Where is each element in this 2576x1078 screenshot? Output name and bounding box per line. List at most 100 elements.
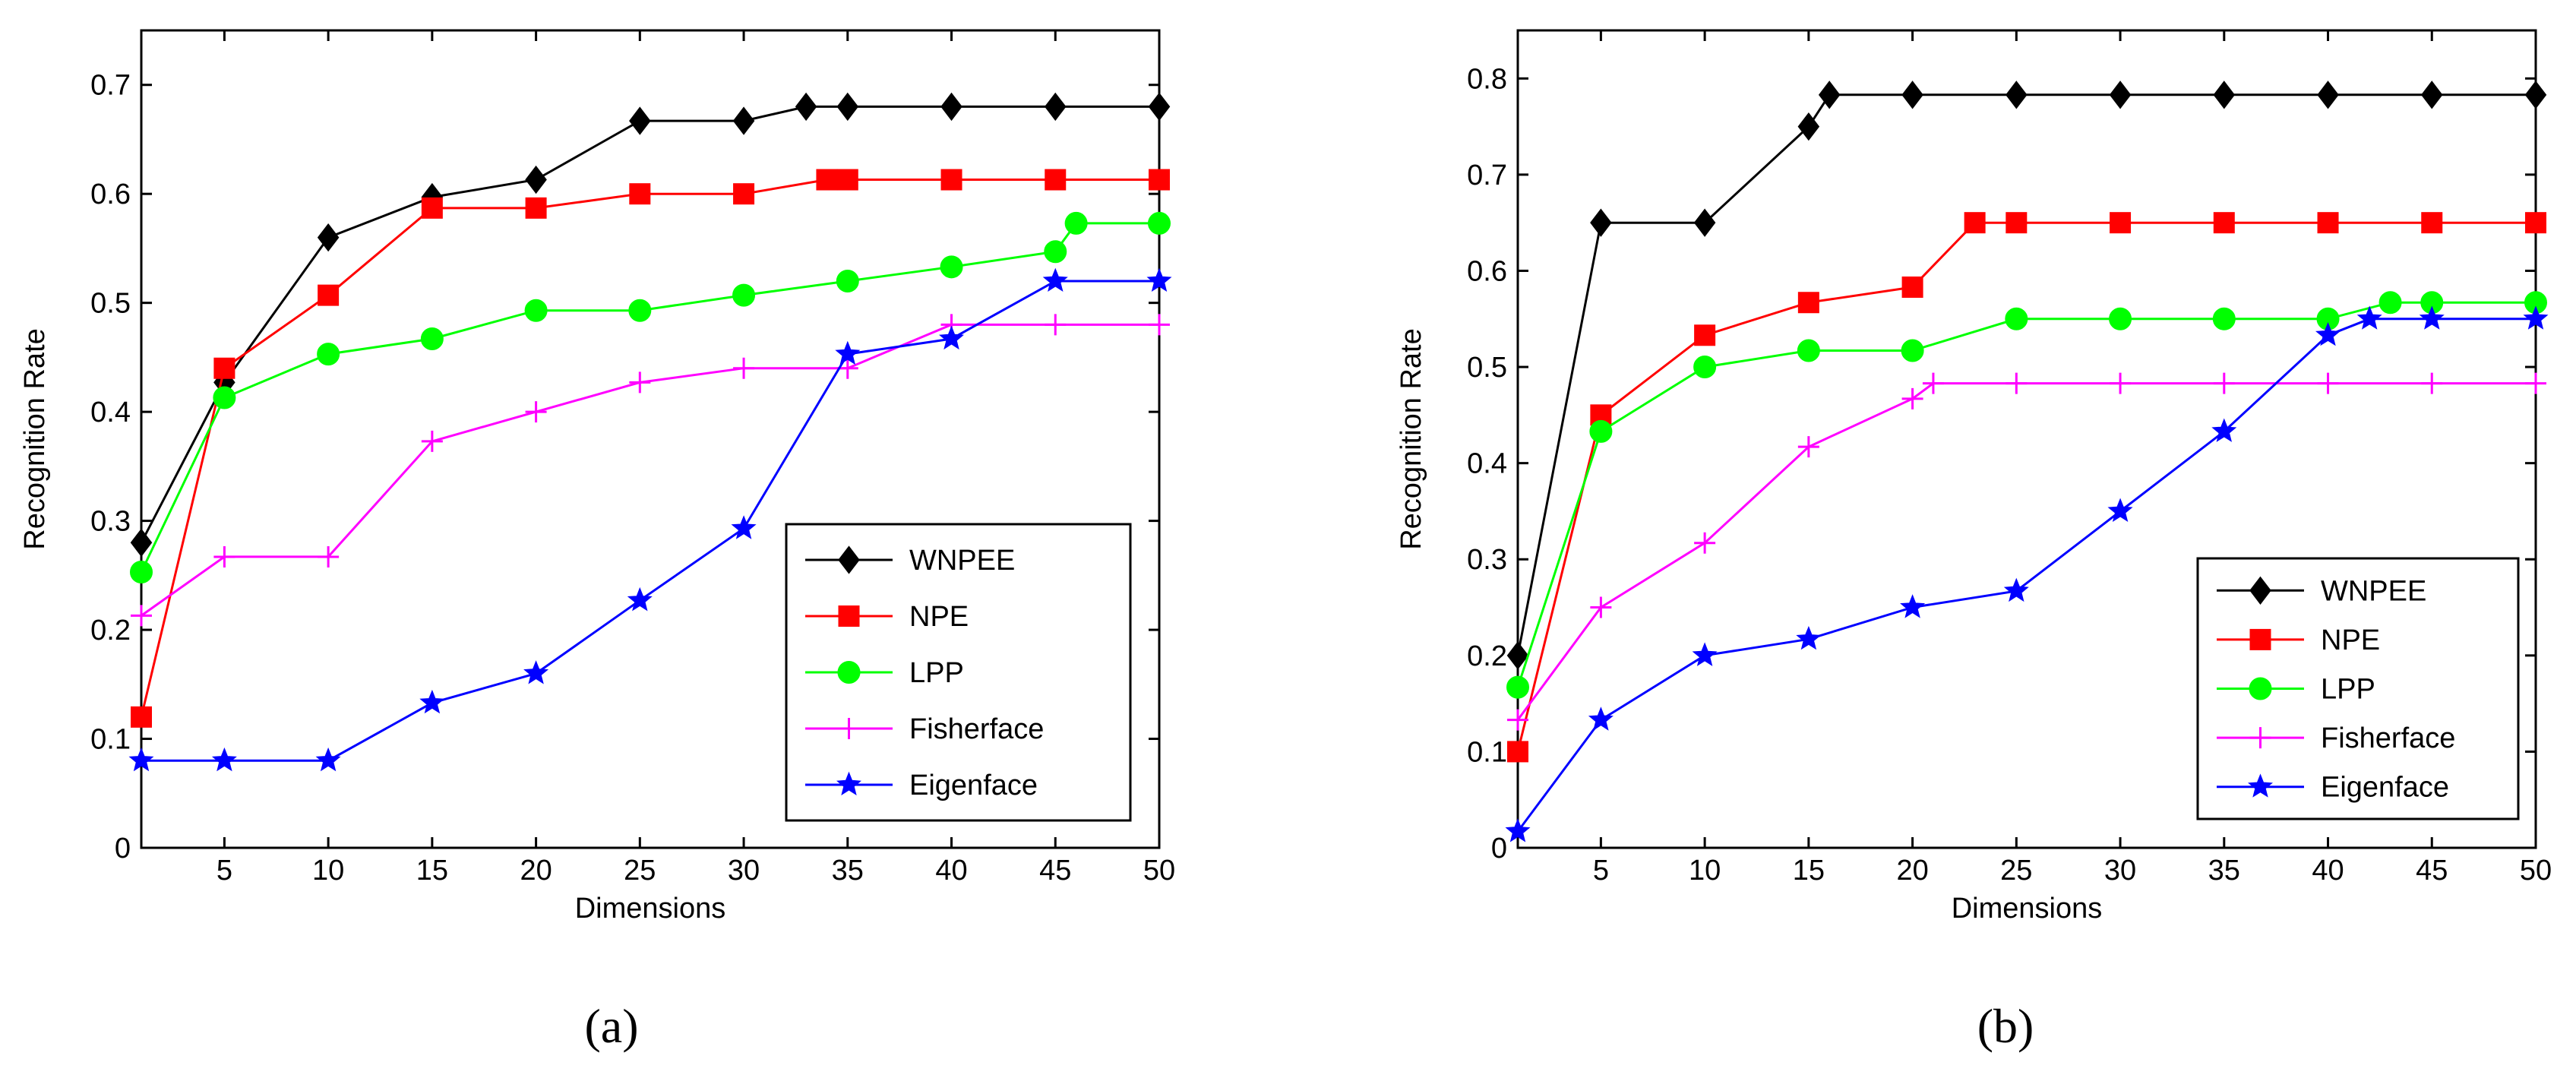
- y-tick-label: 0: [115, 833, 131, 865]
- legend-marker: [837, 661, 861, 684]
- y-tick-label: 0.6: [90, 179, 131, 210]
- x-tick-label: 15: [1793, 855, 1825, 887]
- data-point: [1900, 594, 1926, 618]
- data-point: [2109, 307, 2132, 330]
- data-point: [939, 325, 964, 350]
- data-point: [1797, 112, 1820, 141]
- series-line: [1516, 93, 2536, 656]
- y-tick-label: 0.8: [1467, 63, 1507, 95]
- data-point: [1506, 641, 1529, 670]
- data-point: [131, 605, 152, 627]
- data-point: [525, 165, 547, 194]
- data-point: [2421, 81, 2443, 109]
- x-tick-label: 20: [1896, 855, 1928, 887]
- data-point: [836, 269, 859, 292]
- data-point: [318, 545, 340, 567]
- x-tick-label: 50: [2520, 855, 2552, 887]
- data-point: [421, 430, 443, 452]
- data-point: [1964, 212, 1986, 234]
- data-point: [2110, 372, 2132, 394]
- x-tick-label: 10: [1689, 855, 1721, 887]
- data-point: [211, 747, 237, 772]
- data-point: [1797, 292, 1819, 314]
- data-point: [836, 92, 859, 122]
- data-point: [525, 401, 547, 423]
- data-point: [1044, 240, 1067, 264]
- data-point: [1694, 532, 1716, 554]
- x-tick-label: 25: [2000, 855, 2032, 887]
- legend-marker: [2249, 628, 2271, 650]
- data-point: [130, 561, 153, 584]
- data-point: [2211, 418, 2237, 442]
- series-line: [140, 105, 1159, 543]
- data-point: [2525, 212, 2546, 234]
- data-point: [128, 747, 154, 772]
- data-point: [1148, 92, 1171, 122]
- x-tick-label: 30: [2104, 855, 2136, 887]
- data-point: [629, 106, 651, 135]
- x-tick-label: 45: [1039, 855, 1071, 887]
- x-tick-label: 25: [624, 855, 656, 887]
- x-tick-label: 40: [935, 855, 967, 887]
- legend-label: Fisherface: [2321, 722, 2455, 754]
- data-point: [2378, 291, 2402, 315]
- y-tick-label: 0.2: [90, 615, 131, 646]
- x-tick-label: 45: [2416, 855, 2448, 887]
- data-point: [1149, 169, 1170, 191]
- data-point: [795, 92, 817, 122]
- x-tick-label: 5: [217, 855, 232, 887]
- data-point: [1693, 356, 1717, 379]
- data-point: [1692, 642, 1718, 666]
- series-wnpee: [1506, 81, 2547, 670]
- data-point: [1901, 81, 1923, 109]
- y-tick-label: 0.4: [90, 397, 131, 428]
- x-tick-label: 40: [2312, 855, 2344, 887]
- data-point: [2317, 212, 2339, 234]
- data-point: [213, 357, 235, 379]
- legend-label: NPE: [909, 601, 969, 633]
- x-axis-label: Dimensions: [1952, 893, 2103, 925]
- data-point: [2110, 212, 2132, 234]
- data-point: [1045, 92, 1067, 122]
- data-point: [1901, 276, 1923, 298]
- x-tick-label: 30: [728, 855, 760, 887]
- x-tick-label: 5: [1593, 855, 1609, 887]
- y-tick-label: 0: [1491, 833, 1507, 865]
- data-point: [733, 183, 755, 205]
- data-point: [2213, 81, 2236, 109]
- legend-label: LPP: [2321, 674, 2375, 706]
- legend-marker: [836, 771, 861, 795]
- data-point: [835, 340, 861, 365]
- y-tick-label: 0.5: [1467, 352, 1507, 384]
- data-point: [836, 357, 858, 379]
- legend-label: Fisherface: [909, 713, 1044, 745]
- chart-panel-b: 5 10 15 20 25 30 35 40 45 50 0 0.1 0.2 0.3 0.4 0.5 0.6 0.…: [1395, 29, 2552, 1053]
- data-point: [524, 299, 548, 322]
- data-point: [628, 299, 652, 322]
- chart-panel-a: 5 10 15 20 25 30 35 40 45 50 0 0.1 0.2 0.3 0.4 0.5 0.6 0.…: [19, 29, 1175, 1053]
- data-point: [1901, 387, 1923, 409]
- y-tick-label: 0.1: [90, 724, 131, 756]
- data-point: [1796, 625, 1822, 650]
- y-tick-label: 0.6: [1467, 255, 1507, 287]
- legend: WNPEE NPE LPP Fisherface Eigenface: [785, 523, 1132, 822]
- data-point: [2213, 372, 2235, 394]
- data-point: [2421, 372, 2443, 394]
- data-point: [1507, 741, 1528, 763]
- data-point: [2213, 212, 2235, 234]
- data-point: [816, 169, 838, 191]
- y-tick-label: 0.5: [90, 288, 131, 320]
- y-tick-label: 0.7: [90, 70, 131, 102]
- legend-label: NPE: [2321, 624, 2380, 656]
- data-point: [1590, 596, 1612, 618]
- data-point: [940, 169, 962, 191]
- data-point: [2109, 81, 2132, 109]
- y-axis-label: Recognition Rate: [1395, 328, 1427, 550]
- series-eigenface: [128, 267, 1172, 772]
- data-point: [317, 223, 340, 252]
- data-point: [733, 357, 755, 379]
- data-point: [2005, 212, 2028, 234]
- data-point: [420, 327, 444, 351]
- data-point: [2005, 307, 2028, 330]
